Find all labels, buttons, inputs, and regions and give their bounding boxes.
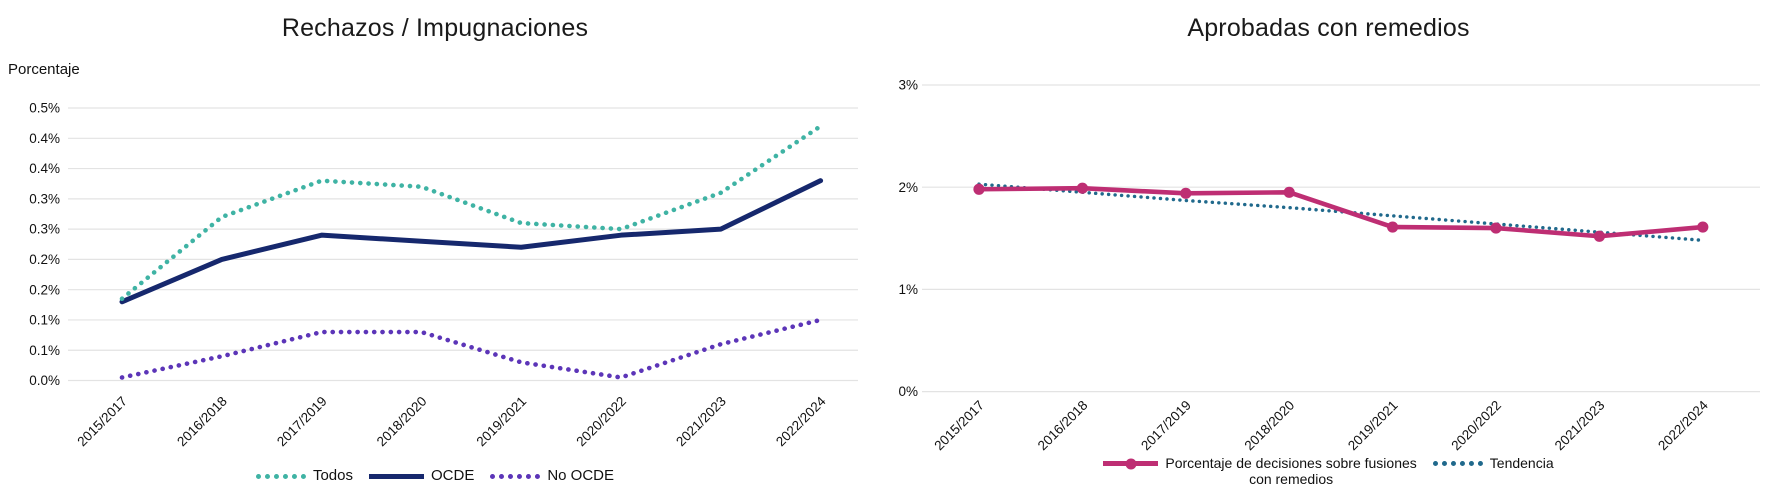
y-tick-label: 0% (898, 384, 918, 399)
legend-item-no-ocde: No OCDE (490, 468, 614, 484)
legend-item-ocde: OCDE (369, 468, 474, 484)
y-tick-label: 0.3% (29, 191, 60, 206)
legend: Todos OCDE No OCDE (0, 468, 870, 484)
data-point-marker (1076, 182, 1088, 194)
y-tick-label: 2% (898, 180, 918, 195)
chart-title: Rechazos / Impugnaciones (281, 14, 589, 42)
y-tick-label: 0.4% (29, 131, 60, 146)
chart-aprobadas-con-remedios: Aprobadas con remedios 3% 2% 1% 0% 2015/2017… (880, 0, 1777, 499)
data-point-marker (1283, 186, 1295, 198)
plot-area: 0.5% 0.4% 0.4% 0.3% 0.3% 0.2% 0.2% 0.1% 0.1% 0.0%… (29, 101, 858, 450)
data-point-marker (1490, 222, 1502, 234)
data-point-marker (1387, 221, 1399, 233)
x-tick-label: 2018/2020 (1242, 398, 1298, 454)
series-line-tendencia (977, 182, 1705, 243)
x-tick-label: 2021/2023 (673, 394, 729, 450)
y-tick-label: 0.2% (29, 282, 60, 297)
y-tick-label: 3% (898, 78, 918, 93)
legend-label: Todos (312, 467, 353, 484)
x-tick-label: 2018/2020 (374, 394, 430, 450)
y-tick-label: 0.1% (29, 343, 60, 358)
legend-swatch-solid-line (1103, 458, 1159, 469)
x-tick-label: 2020/2022 (1448, 398, 1504, 454)
x-tick-label: 2016/2018 (174, 394, 230, 450)
legend-item-todos: Todos (255, 467, 353, 484)
x-tick-label: 2019/2021 (1345, 398, 1401, 454)
y-tick-label: 1% (898, 282, 918, 297)
data-point-marker (973, 183, 985, 195)
series-line-todos (119, 123, 823, 302)
x-tick-label: 2021/2023 (1552, 398, 1608, 454)
series-line-ocde (119, 178, 824, 305)
legend-swatch-dotted-line (490, 474, 541, 479)
series-line-no-ocde (119, 317, 823, 380)
legend-label: Porcentaje de decisiones sobre fusiones … (1165, 455, 1417, 487)
x-tick-label: 2022/2024 (1655, 397, 1711, 453)
data-point-marker (1593, 230, 1605, 242)
legend-swatch-dotted-line (255, 474, 306, 479)
legend-label: OCDE (431, 467, 475, 484)
x-tick-label: 2017/2019 (1138, 398, 1194, 454)
x-tick-label: 2017/2019 (274, 394, 330, 450)
series-line-porcentaje-de-decisiones-sobre-fusiones-con-remedios (976, 185, 1706, 239)
x-tick-label: 2016/2018 (1035, 398, 1091, 454)
legend-item-porcentaje-de-decisiones-sobre-fusiones-con-remedios: Porcentaje de decisiones sobre fusiones … (1103, 455, 1417, 487)
y-tick-label: 0.3% (29, 222, 60, 237)
data-point-marker (1180, 187, 1192, 199)
x-tick-label: 2022/2024 (773, 393, 829, 449)
legend: Porcentaje de decisiones sobre fusiones … (880, 455, 1777, 487)
y-tick-label: 0.4% (29, 161, 60, 176)
legend-label: Tendencia (1489, 455, 1554, 471)
y-tick-label: 0.5% (29, 101, 60, 116)
chart-rechazos-impugnaciones: Rechazos / Impugnaciones Porcentaje 0.5%… (0, 0, 870, 499)
y-tick-label: 0.0% (29, 373, 60, 388)
legend-label: No OCDE (547, 467, 615, 484)
y-tick-label: 0.1% (29, 313, 60, 328)
x-tick-label: 2015/2017 (74, 394, 130, 450)
legend-item-tendencia: Tendencia (1432, 455, 1554, 471)
chart-title: Aprobadas con remedios (1187, 14, 1470, 42)
x-tick-label: 2020/2022 (573, 394, 629, 450)
legend-swatch-dotted-line (1432, 461, 1483, 466)
y-tick-label: 0.2% (29, 252, 60, 267)
legend-marker-dot (1125, 458, 1137, 469)
data-point-marker (1697, 221, 1709, 233)
plot-area: 3% 2% 1% 0% 2015/2017 2016/2018 2017/2019 2018/… (898, 78, 1760, 454)
y-axis-title: Porcentaje (8, 61, 80, 78)
x-tick-label: 2019/2021 (474, 394, 530, 450)
x-tick-label: 2015/2017 (931, 398, 987, 454)
legend-swatch-solid-line (369, 474, 424, 479)
